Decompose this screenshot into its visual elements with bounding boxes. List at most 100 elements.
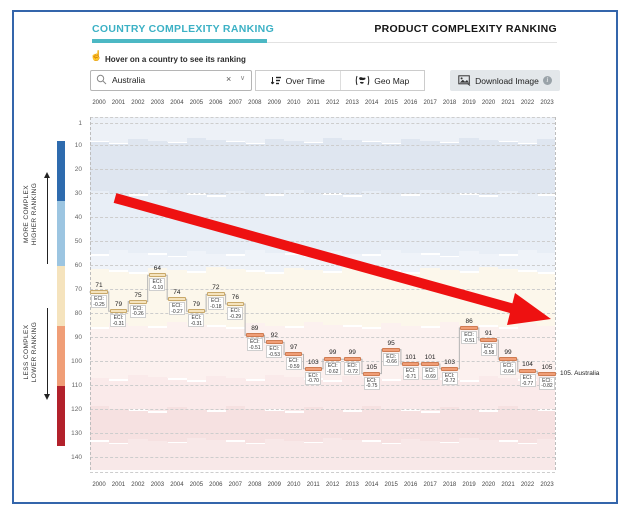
year-label: 2011 — [306, 482, 320, 488]
band-cell — [303, 443, 324, 470]
band-cell — [186, 137, 207, 194]
chevron-down-icon[interactable]: ∨ — [240, 75, 246, 82]
year-label: 2015 — [384, 100, 398, 106]
y-tick-label: 30 — [74, 189, 82, 197]
band-cell — [498, 406, 519, 441]
plot-top-border — [90, 117, 555, 118]
ranking-step-line — [89, 274, 557, 375]
band-cell — [303, 379, 324, 414]
band-cell — [498, 117, 519, 141]
y-tick-label: 10 — [74, 141, 82, 149]
eci-label: ECI: -0.29 — [227, 307, 244, 320]
eci-label: ECI: -0.72 — [441, 371, 458, 385]
rank-bar — [324, 357, 342, 362]
eci-label: ECI: -0.72 — [344, 362, 361, 376]
info-icon[interactable]: i — [542, 76, 552, 85]
rank-value: 103 — [307, 358, 319, 366]
rank-bar — [362, 371, 381, 376]
year-label: 2006 — [209, 100, 223, 106]
rank-value: 105 — [366, 363, 378, 371]
band-cell — [90, 441, 110, 470]
band-cell — [284, 377, 304, 412]
arrow-up-head — [44, 172, 50, 178]
rank-bar — [460, 326, 478, 330]
rank-bar — [246, 333, 264, 338]
band-cell — [167, 322, 188, 379]
eci-label: ECI: -0.69 — [422, 367, 439, 380]
scale-segment — [57, 325, 65, 386]
band-cell — [147, 412, 168, 448]
band-cell — [517, 380, 538, 415]
arrow-down-head — [44, 394, 50, 400]
band-cell — [90, 191, 110, 255]
band-cell — [361, 441, 382, 470]
band-cell — [264, 438, 285, 470]
rank-value: 97 — [290, 344, 298, 352]
series-end-label: 105. Australia — [560, 370, 600, 377]
rank-value: 95 — [387, 339, 395, 347]
rank-bar — [168, 297, 186, 302]
y-tick-label: 90 — [74, 333, 82, 341]
gridline — [90, 192, 555, 194]
band-cell — [245, 408, 266, 443]
band-cell — [342, 439, 363, 470]
band-cell — [459, 409, 480, 444]
rank-bar — [343, 357, 361, 362]
year-label: 2010 — [287, 482, 301, 488]
band-cell — [439, 443, 460, 470]
rank-value: 92 — [270, 332, 278, 340]
clear-search-icon[interactable]: × — [226, 74, 232, 84]
band-cell — [90, 378, 110, 413]
image-icon — [458, 75, 471, 86]
band-cell — [420, 412, 441, 448]
over-time-button[interactable]: Over Time — [256, 71, 340, 90]
tab-country-complexity-ranking[interactable]: COUNTRY COMPLEXITY RANKING — [92, 23, 275, 35]
search-icon — [96, 74, 107, 85]
band-cell — [537, 325, 555, 382]
eci-label: ECI: -0.53 — [266, 345, 283, 359]
band-cell — [498, 378, 519, 413]
scale-segment — [57, 200, 65, 266]
country-search-input[interactable] — [90, 70, 252, 91]
band-cell — [381, 144, 402, 200]
rank-value: 105 — [541, 363, 553, 371]
eci-label: ECI: -0.18 — [207, 297, 224, 311]
active-tab-underline — [92, 39, 267, 43]
app-frame: COUNTRY COMPLEXITY RANKING PRODUCT COMPL… — [12, 10, 618, 504]
y-tick-label: 110 — [71, 381, 82, 389]
rank-bar — [207, 292, 225, 297]
y-tick-label: 130 — [71, 429, 82, 437]
band-cell — [400, 438, 421, 470]
band-cell — [167, 443, 188, 470]
rank-bar — [265, 340, 283, 345]
year-label: 2021 — [501, 482, 515, 488]
band-cell — [400, 375, 421, 410]
year-label: 2004 — [170, 482, 184, 488]
band-cell — [128, 410, 149, 445]
y-tick-label: 40 — [74, 213, 82, 221]
hover-hint-text: Hover on a country to see its ranking — [105, 55, 246, 64]
tab-product-complexity-ranking[interactable]: PRODUCT COMPLEXITY RANKING — [374, 23, 557, 35]
over-time-label: Over Time — [285, 75, 325, 86]
geo-map-button[interactable]: Geo Map — [339, 71, 425, 90]
view-toggle-group: Over Time Geo Map — [255, 70, 425, 91]
eci-label: ECI: -0.10 — [149, 278, 166, 292]
year-label: 2001 — [111, 100, 126, 106]
year-label: 2002 — [131, 482, 145, 488]
year-label: 2022 — [520, 100, 535, 106]
y-tick-label: 120 — [71, 405, 82, 413]
band-cell — [225, 378, 246, 413]
y-tick-label: 50 — [74, 237, 82, 245]
year-label: 2015 — [384, 482, 398, 488]
band-cell — [459, 137, 480, 194]
y-tick-label: 80 — [74, 309, 82, 317]
year-label: 2018 — [442, 100, 457, 106]
band-cell — [537, 410, 555, 445]
gridline — [90, 144, 555, 146]
band-cell — [420, 440, 441, 470]
year-label: 2016 — [403, 482, 418, 488]
download-image-button[interactable]: Download Image i — [450, 70, 560, 91]
scale-segment — [57, 140, 65, 201]
plot-right-border — [555, 117, 556, 470]
year-label: 2019 — [462, 100, 476, 106]
